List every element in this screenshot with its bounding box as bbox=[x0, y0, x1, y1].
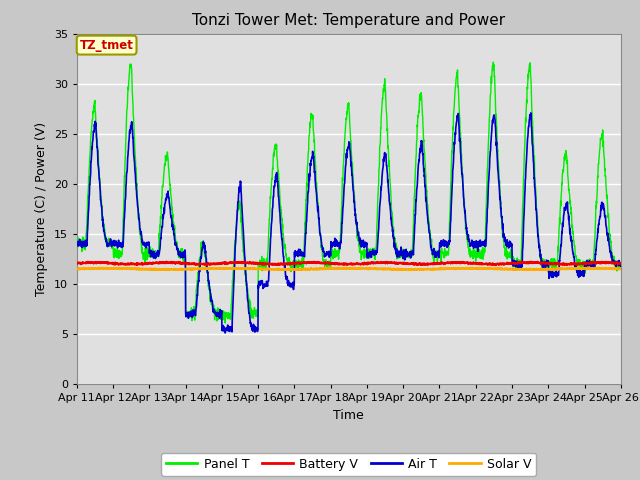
X-axis label: Time: Time bbox=[333, 408, 364, 421]
Line: Panel T: Panel T bbox=[77, 62, 621, 323]
Panel T bbox=[365, 246, 372, 252]
Battery V bbox=[584, 261, 592, 266]
Solar V bbox=[617, 266, 625, 272]
Air T bbox=[617, 261, 625, 267]
Solar V bbox=[376, 266, 384, 272]
Solar V bbox=[365, 266, 372, 272]
Air T bbox=[584, 263, 592, 269]
Line: Solar V: Solar V bbox=[77, 268, 621, 270]
Battery V bbox=[225, 260, 232, 266]
Air T bbox=[221, 330, 229, 336]
Battery V bbox=[73, 260, 81, 266]
Panel T bbox=[584, 259, 592, 264]
Panel T bbox=[73, 236, 81, 241]
Solar V bbox=[584, 265, 592, 271]
Text: TZ_tmet: TZ_tmet bbox=[80, 38, 134, 52]
Battery V bbox=[570, 260, 577, 266]
Y-axis label: Temperature (C) / Power (V): Temperature (C) / Power (V) bbox=[35, 122, 48, 296]
Panel T bbox=[617, 265, 625, 271]
Panel T bbox=[508, 253, 515, 259]
Battery V bbox=[163, 259, 170, 264]
Air T bbox=[365, 250, 372, 256]
Title: Tonzi Tower Met: Temperature and Power: Tonzi Tower Met: Temperature and Power bbox=[192, 13, 506, 28]
Battery V bbox=[492, 262, 500, 268]
Air T bbox=[527, 110, 534, 116]
Battery V bbox=[376, 260, 384, 266]
Air T bbox=[73, 243, 81, 249]
Air T bbox=[376, 196, 384, 202]
Air T bbox=[507, 242, 515, 248]
Battery V bbox=[508, 260, 515, 266]
Line: Air T: Air T bbox=[77, 113, 621, 333]
Panel T bbox=[221, 320, 229, 326]
Panel T bbox=[490, 59, 497, 65]
Legend: Panel T, Battery V, Air T, Solar V: Panel T, Battery V, Air T, Solar V bbox=[161, 453, 536, 476]
Air T bbox=[225, 324, 232, 329]
Battery V bbox=[617, 260, 625, 266]
Panel T bbox=[225, 311, 232, 316]
Solar V bbox=[405, 267, 413, 273]
Panel T bbox=[570, 229, 577, 235]
Solar V bbox=[508, 266, 515, 272]
Battery V bbox=[365, 261, 372, 266]
Solar V bbox=[73, 266, 81, 272]
Line: Battery V: Battery V bbox=[77, 262, 621, 265]
Air T bbox=[570, 251, 577, 257]
Solar V bbox=[350, 265, 358, 271]
Panel T bbox=[376, 137, 384, 143]
Solar V bbox=[570, 265, 577, 271]
Solar V bbox=[225, 265, 232, 271]
